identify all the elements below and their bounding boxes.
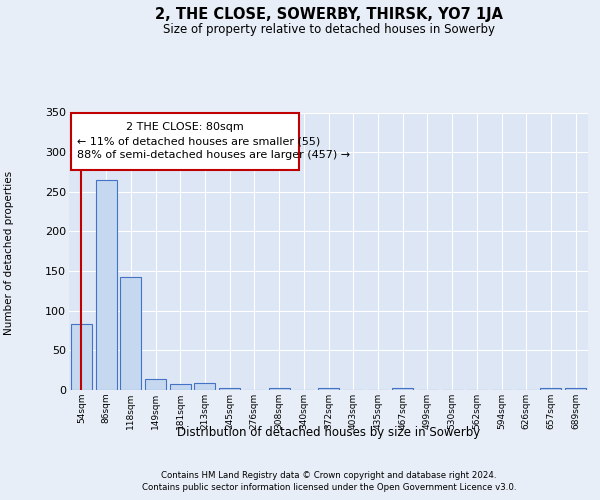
Bar	[541, 388, 562, 390]
Text: 2, THE CLOSE, SOWERBY, THIRSK, YO7 1JA: 2, THE CLOSE, SOWERBY, THIRSK, YO7 1JA	[155, 8, 503, 22]
Bar	[565, 388, 586, 390]
Bar	[392, 388, 413, 390]
Bar	[318, 388, 339, 390]
Bar	[71, 324, 92, 390]
Bar	[269, 388, 290, 390]
Text: Size of property relative to detached houses in Sowerby: Size of property relative to detached ho…	[163, 22, 495, 36]
Text: Contains public sector information licensed under the Open Government Licence v3: Contains public sector information licen…	[142, 483, 516, 492]
Text: Number of detached properties: Number of detached properties	[4, 170, 14, 334]
Text: Contains HM Land Registry data © Crown copyright and database right 2024.: Contains HM Land Registry data © Crown c…	[161, 472, 497, 480]
Bar	[145, 379, 166, 390]
Bar	[219, 388, 240, 390]
Bar	[194, 383, 215, 390]
Text: Distribution of detached houses by size in Sowerby: Distribution of detached houses by size …	[177, 426, 481, 439]
Text: 2 THE CLOSE: 80sqm: 2 THE CLOSE: 80sqm	[126, 122, 244, 132]
Bar	[95, 180, 116, 390]
Text: 88% of semi-detached houses are larger (457) →: 88% of semi-detached houses are larger (…	[77, 150, 350, 160]
Bar	[120, 276, 141, 390]
Text: ← 11% of detached houses are smaller (55): ← 11% of detached houses are smaller (55…	[77, 136, 320, 146]
Bar	[170, 384, 191, 390]
